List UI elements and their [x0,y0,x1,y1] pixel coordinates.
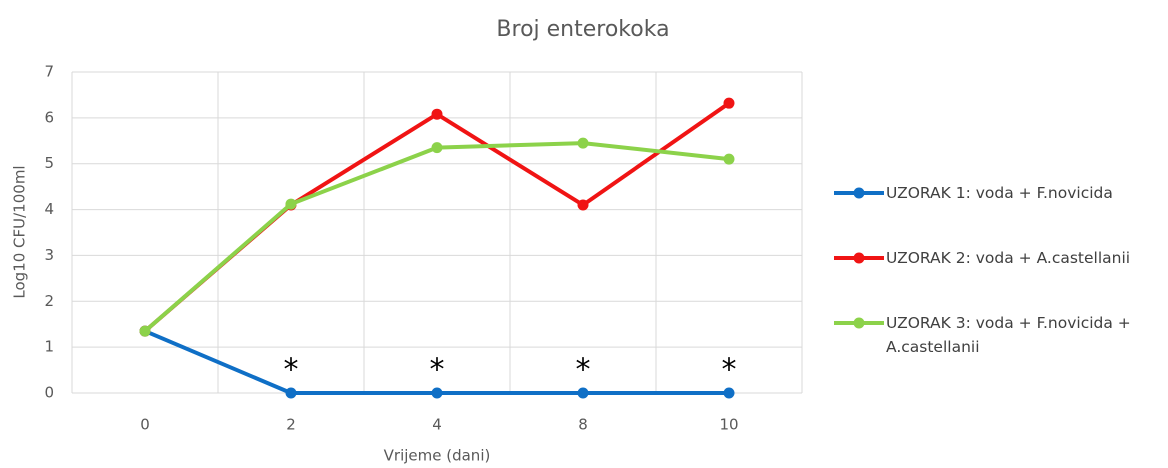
y-tick-label: 6 [44,108,54,126]
data-point [577,387,589,399]
data-point [723,153,735,165]
y-axis-label: Log10 CFU/100ml [11,165,29,298]
legend-swatch [834,187,884,199]
legend-item: UZORAK 1: voda + F.novicida [832,181,1132,205]
annotation: * [284,353,299,388]
legend-label: UZORAK 1: voda + F.novicida [886,184,1113,202]
y-tick-label: 5 [44,154,54,172]
data-point [431,387,443,399]
data-point [285,387,297,399]
y-tick-label: 0 [44,384,54,402]
data-point [723,387,735,399]
annotation: * [430,353,445,388]
series-line [143,141,730,333]
y-tick-label: 2 [44,292,54,310]
legend-marker [853,252,865,264]
data-point [431,142,443,154]
legend-label: UZORAK 2: voda + A.castellanii [886,249,1131,267]
legend-swatch [834,252,884,264]
data-point [723,97,735,109]
legend-item: UZORAK 3: voda + F.novicida + A.castella… [832,311,1132,359]
y-tick-label: 7 [44,63,54,81]
x-tick-label: 4 [432,416,442,434]
data-point [577,137,589,149]
annotation: * [722,353,737,388]
x-tick-label: 10 [719,416,738,434]
data-point [139,325,151,337]
legend-item: UZORAK 2: voda + A.castellanii [832,246,1132,270]
y-tick-label: 3 [44,246,54,264]
x-tick-label: 2 [286,416,296,434]
legend-label: UZORAK 3: voda + F.novicida + A.castella… [886,314,1131,356]
chart-title: Broj enterokoka [496,17,669,42]
legend-marker [853,317,865,329]
data-point [285,198,297,210]
x-axis-label: Vrijeme (dani) [384,447,491,465]
legend-marker [853,187,865,199]
data-point [431,108,443,120]
y-tick-label: 4 [44,200,54,218]
y-tick-label: 1 [44,338,54,356]
annotation: * [576,353,591,388]
x-tick-label: 0 [140,416,150,434]
data-point [577,199,589,211]
x-tick-label: 8 [578,416,588,434]
legend-swatch [834,317,884,329]
series-line [143,101,731,333]
